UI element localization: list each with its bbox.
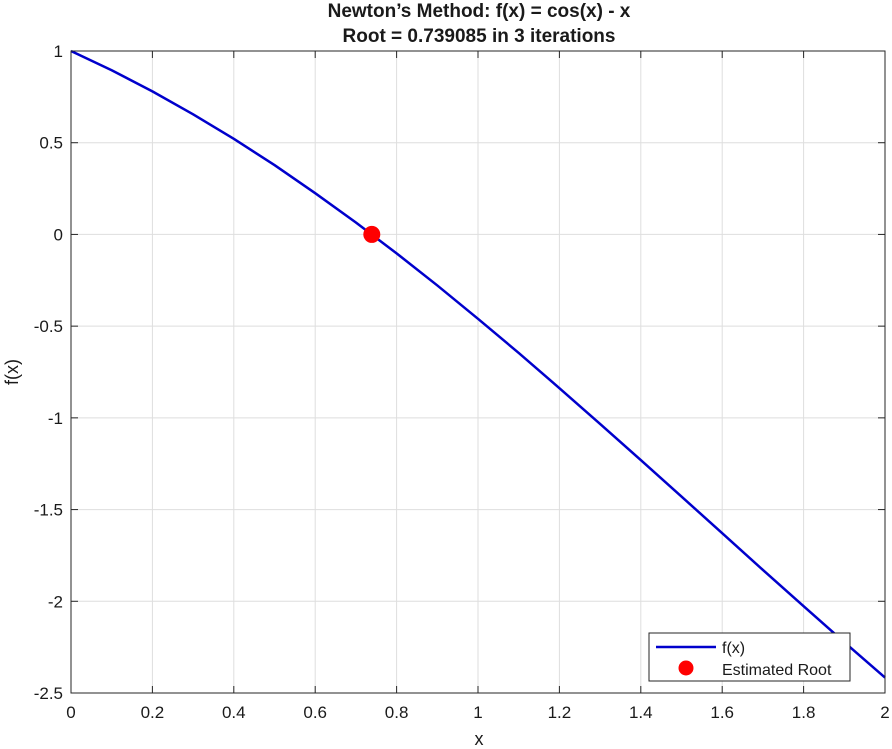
grid <box>70 50 886 694</box>
x-tick-label: 0.4 <box>222 703 246 722</box>
y-tick-label: 0.5 <box>39 134 63 153</box>
y-tick-label: -2 <box>48 592 63 611</box>
y-tick-label: -1 <box>48 409 63 428</box>
plot-series <box>70 49 886 679</box>
x-axis-label: x <box>475 729 484 749</box>
x-tick-label: 2 <box>880 703 889 722</box>
x-tick-label: 1.6 <box>710 703 734 722</box>
legend-label-fx: f(x) <box>722 640 745 657</box>
x-tick-label: 0 <box>66 703 75 722</box>
y-tick-label: -1.5 <box>34 501 63 520</box>
legend: f(x) Estimated Root <box>648 632 851 682</box>
x-tick-label: 1.8 <box>792 703 816 722</box>
y-axis-label: f(x) <box>2 359 22 385</box>
chart-title-line-1: Newton’s Method: f(x) = cos(x) - x <box>328 1 631 22</box>
x-tick-label: 1 <box>473 703 482 722</box>
x-tick-label: 0.8 <box>385 703 409 722</box>
y-tick-label: 1 <box>54 42 63 61</box>
x-tick-label: 1.2 <box>548 703 572 722</box>
fx-series-line <box>70 49 886 679</box>
axis-ticks: 0 0.2 0.4 0.6 0.8 1 1.2 1.4 1.6 1.8 2 1 0.5 0 -0.5 -1 -1… <box>34 42 890 722</box>
y-tick-label: 0 <box>54 225 63 244</box>
legend-marker-swatch <box>678 660 694 676</box>
legend-label-estimated-root: Estimated Root <box>722 662 832 679</box>
x-tick-label: 0.2 <box>141 703 165 722</box>
x-tick-label: 1.4 <box>629 703 653 722</box>
chart-title-line-2: Root = 0.739085 in 3 iterations <box>343 26 616 47</box>
estimated-root-marker <box>363 225 381 243</box>
x-tick-label: 0.6 <box>303 703 327 722</box>
y-tick-label: -2.5 <box>34 684 63 703</box>
y-tick-label: -0.5 <box>34 317 63 336</box>
